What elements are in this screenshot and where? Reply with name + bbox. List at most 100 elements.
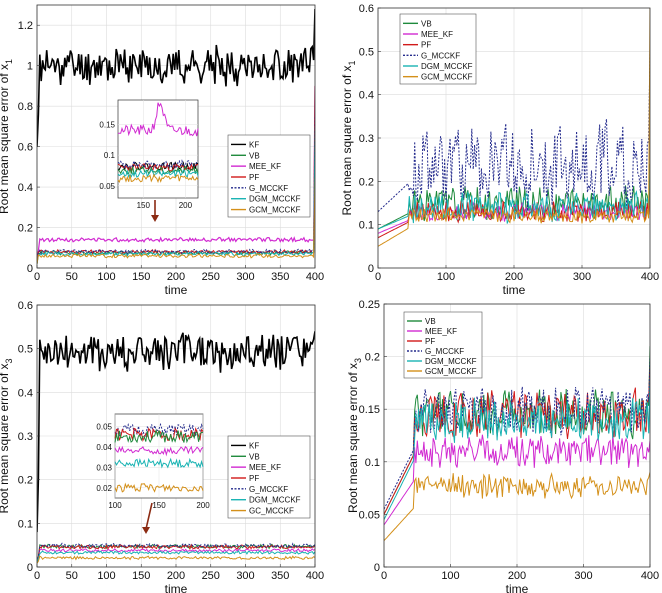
inset-series-mee_kf <box>117 102 199 137</box>
x-tick-label: 400 <box>641 271 659 283</box>
x-tick-label: 400 <box>306 271 324 283</box>
y-tick-label: 0.1 <box>359 220 374 232</box>
inset-x-tick-label: 150 <box>152 501 166 510</box>
inset-x-tick-label: 150 <box>137 201 151 210</box>
legend-label: GC_MCCKF <box>249 507 294 516</box>
y-axis-label-main: Root mean square error of x <box>0 64 11 214</box>
inset-y-tick-label: 0.03 <box>96 463 112 472</box>
x-tick-label: 0 <box>375 271 381 283</box>
legend-label: GCM_MCCKF <box>249 206 301 215</box>
legend-label: PF <box>249 474 259 483</box>
x-tick-label: 100 <box>441 570 459 582</box>
series-line-g_mcckf <box>384 356 650 510</box>
series-line-mee_kf <box>37 85 315 259</box>
series-line-vb <box>37 543 315 563</box>
series-group <box>384 346 650 542</box>
inset-series-vb <box>114 428 204 444</box>
y-tick-label: 0.4 <box>18 182 33 194</box>
y-tick-label: 0.5 <box>359 46 374 58</box>
series-group <box>378 8 650 247</box>
x-tick-label: 200 <box>508 570 526 582</box>
legend-label: DGM_MCCKF <box>425 357 477 366</box>
inset-y-tick-label: 0.15 <box>99 121 115 130</box>
inset-x-tick-label: 200 <box>196 501 210 510</box>
x-tick-label: 150 <box>132 271 150 283</box>
inset-series-g_mcckf <box>114 422 204 438</box>
inset-y-tick-label: 0.05 <box>99 182 115 191</box>
series-line-gcm_mcckf <box>384 472 650 542</box>
inset-series-dgm_mcckf <box>117 168 199 179</box>
series-line-gcm_mcckf <box>37 176 315 265</box>
y-tick-label: 0.4 <box>359 90 374 102</box>
x-tick-label: 0 <box>381 570 387 582</box>
x-tick-label: 200 <box>167 570 185 582</box>
inset-y-tick-label: 0.04 <box>96 443 112 452</box>
legend-label: VB <box>425 317 436 326</box>
inset-y-tick-label: 0.02 <box>96 484 112 493</box>
x-tick-label: 100 <box>437 271 455 283</box>
series-line-pf <box>37 543 315 563</box>
legend-label: MEE_KF <box>249 162 281 171</box>
inset-x-tick-label: 100 <box>108 501 122 510</box>
x-tick-label: 0 <box>34 570 40 582</box>
legend-label: VB <box>421 19 432 28</box>
legend-label: G_MCCKF <box>425 347 464 356</box>
legend-label: PF <box>249 173 259 182</box>
y-tick-label: 0.25 <box>359 299 380 311</box>
y-tick-label: 1.2 <box>18 20 33 32</box>
legend-label: MEE_KF <box>421 30 453 39</box>
y-tick-label: 1 <box>27 61 33 73</box>
legend-box <box>227 134 311 218</box>
y-tick-label: 0.15 <box>359 404 380 416</box>
series-line-mee_kf <box>384 434 650 526</box>
y-axis-label: Root mean square error of x3 <box>0 358 14 513</box>
chart-panel-1: 0 50 100 150 200 250 300 350 400 0 0.2 0.4 0.6 0.8 1 1.… <box>0 4 324 297</box>
zoom-arrow-shaft <box>145 502 153 530</box>
legend-label: MEE_KF <box>425 327 457 336</box>
inset-zoom: 0.05 0.1 0.15 150 200 <box>99 99 199 210</box>
y-tick-label: 0.6 <box>359 3 374 15</box>
y-tick-label: 0.8 <box>18 101 33 113</box>
chart-panel-2: 0 100 200 300 400 0 0.1 0.2 0.3 0.4 0.5 0.6 time Root… <box>340 3 659 297</box>
x-tick-label: 250 <box>202 570 220 582</box>
y-axis-label: Root mean square error of x1 <box>340 60 357 215</box>
zoom-arrow-head <box>151 215 159 222</box>
x-tick-label: 350 <box>271 570 289 582</box>
x-tick-label: 150 <box>132 570 150 582</box>
inset-y-tick-label: 0.1 <box>104 151 116 160</box>
y-tick-label: 0.2 <box>18 223 33 235</box>
y-tick-label: 0.3 <box>18 431 33 443</box>
x-tick-label: 0 <box>34 271 40 283</box>
y-tick-label: 0.05 <box>359 509 380 521</box>
y-tick-label: 0.6 <box>18 142 33 154</box>
series-line-mee_kf <box>37 547 315 563</box>
legend-label: G_MCCKF <box>421 51 460 60</box>
inset-series-dgm_mcckf <box>114 457 204 469</box>
series-line-g_mcckf <box>378 51 650 213</box>
x-axis-label: time <box>503 283 526 297</box>
legend-label: VB <box>249 151 260 160</box>
x-tick-label: 200 <box>505 271 523 283</box>
legend-label: PF <box>425 337 435 346</box>
y-axis-label-subscript: 3 <box>353 358 363 363</box>
legend-label: PF <box>421 41 431 50</box>
legend-label: MEE_KF <box>249 463 281 472</box>
x-tick-label: 300 <box>574 570 592 582</box>
inset-series-vb <box>117 165 199 175</box>
legend-label: KF <box>249 140 259 149</box>
x-tick-label: 400 <box>306 570 324 582</box>
legend-label: GCM_MCCKF <box>425 367 477 376</box>
legend: KF VB MEE_KF PF G_MCCKF DGM_MCCKF GCM_MCCKF <box>227 134 311 218</box>
y-axis-label-main: Root mean square error of x <box>340 65 354 215</box>
series-line-kf <box>37 8 315 147</box>
inset-series-mee_kf <box>114 445 204 457</box>
series-line-dgm_mcckf <box>37 550 315 563</box>
legend-label: VB <box>249 452 260 461</box>
legend-label: DGM_MCCKF <box>249 195 301 204</box>
series-line-g_mcckf <box>37 116 315 262</box>
legend-label: GCM_MCCKF <box>421 73 473 82</box>
y-tick-label: 0 <box>27 263 33 275</box>
y-axis-label: Root mean square error of x1 <box>0 59 14 214</box>
x-axis-label: time <box>506 582 529 593</box>
y-tick-label: 0.2 <box>365 352 380 364</box>
